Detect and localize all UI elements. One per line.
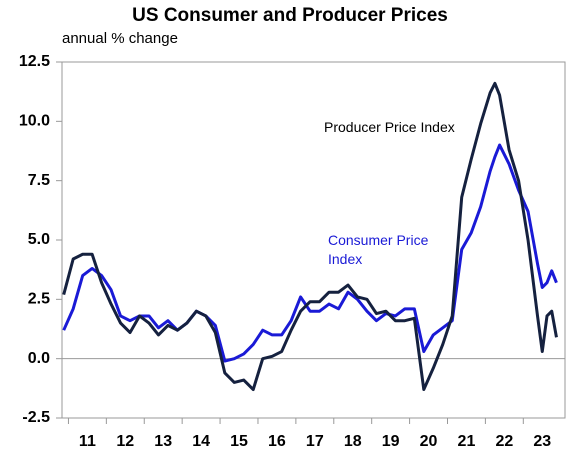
x-tick-label: 15 <box>230 433 248 450</box>
y-tick-label: 0.0 <box>28 350 50 367</box>
series-line <box>62 143 558 363</box>
x-tick-label: 21 <box>458 433 476 450</box>
x-tick-label: 14 <box>192 433 210 450</box>
y-tick-label: 2.5 <box>28 291 50 308</box>
y-tick-label: 5.0 <box>28 231 50 248</box>
series-line <box>62 81 558 392</box>
y-tick-label: 10.0 <box>19 113 50 130</box>
x-tick-label: 19 <box>382 433 400 450</box>
x-tick-label: 23 <box>533 433 551 450</box>
x-tick-label: 18 <box>344 433 362 450</box>
x-tick-label: 22 <box>495 433 513 450</box>
chart-subtitle: annual % change <box>62 30 178 47</box>
x-tick-label: 11 <box>79 433 96 450</box>
ppi-label: Producer Price Index <box>324 119 455 135</box>
y-tick-label: -2.5 <box>22 409 50 426</box>
x-tick-label: 13 <box>154 433 172 450</box>
plot-frame <box>61 61 566 419</box>
x-tick-label: 12 <box>116 433 134 450</box>
y-tick-label: 12.5 <box>19 53 50 70</box>
x-tick-label: 16 <box>268 433 286 450</box>
x-tick-label: 20 <box>420 433 438 450</box>
x-tick-label: 17 <box>306 433 324 450</box>
chart-title: US Consumer and Producer Prices <box>132 5 448 26</box>
y-tick-label: 7.5 <box>28 172 50 189</box>
cpi-label: Consumer Price Index <box>328 232 429 267</box>
